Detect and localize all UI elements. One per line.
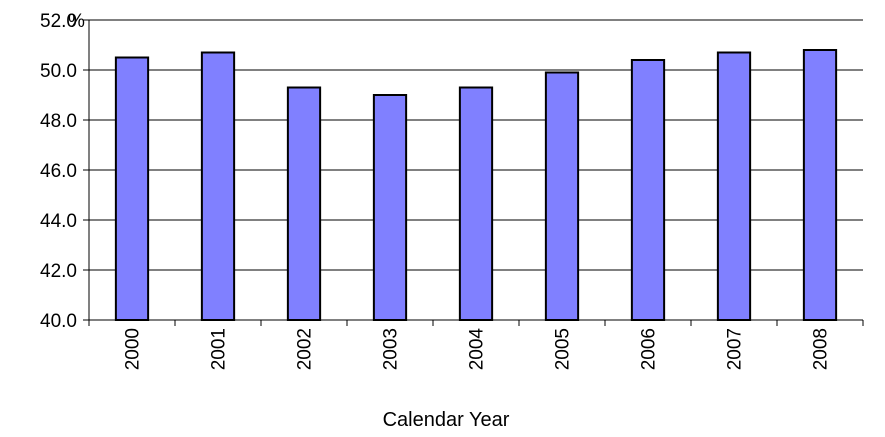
y-tick-label: 46.0 (40, 161, 77, 182)
x-tick-labels: 2000 2001 2002 2003 2004 2005 2006 2007 2008 (123, 328, 832, 371)
y-tick-label: 52.0 (40, 11, 77, 32)
axes (83, 19, 864, 326)
y-tick-label: 42.0 (40, 261, 77, 282)
bar-2002 (286, 86, 322, 321)
y-tick-label: 40.0 (40, 311, 77, 332)
x-tick-label: 2001 (209, 328, 230, 370)
bars (114, 49, 838, 321)
x-tick-label: 2005 (553, 328, 574, 370)
x-tick-label: 2004 (467, 328, 488, 371)
x-tick-label: 2007 (725, 328, 746, 370)
x-tick-label: 2006 (639, 328, 660, 370)
bar-2001 (200, 51, 236, 321)
y-tick-labels: 40.0 42.0 44.0 46.0 48.0 50.0 52.0 (40, 11, 77, 332)
bar-2008 (802, 49, 838, 321)
y-tick-label: 48.0 (40, 111, 77, 132)
x-axis-label: Calendar Year (383, 409, 510, 431)
y-tick-label: 44.0 (40, 211, 77, 232)
bar-2004 (458, 86, 494, 321)
x-tick-label: 2003 (381, 328, 402, 370)
bar-2005 (544, 71, 580, 321)
x-tick-label: 2002 (295, 328, 316, 370)
bar-2006 (630, 59, 666, 321)
x-tick-label: 2008 (811, 328, 832, 370)
y-axis-unit-label: % (68, 11, 85, 32)
bar-2007 (716, 51, 752, 321)
x-tick-label: 2000 (123, 328, 144, 370)
bar-2000 (114, 56, 150, 321)
bar-2003 (372, 94, 408, 321)
y-tick-label: 50.0 (40, 61, 77, 82)
